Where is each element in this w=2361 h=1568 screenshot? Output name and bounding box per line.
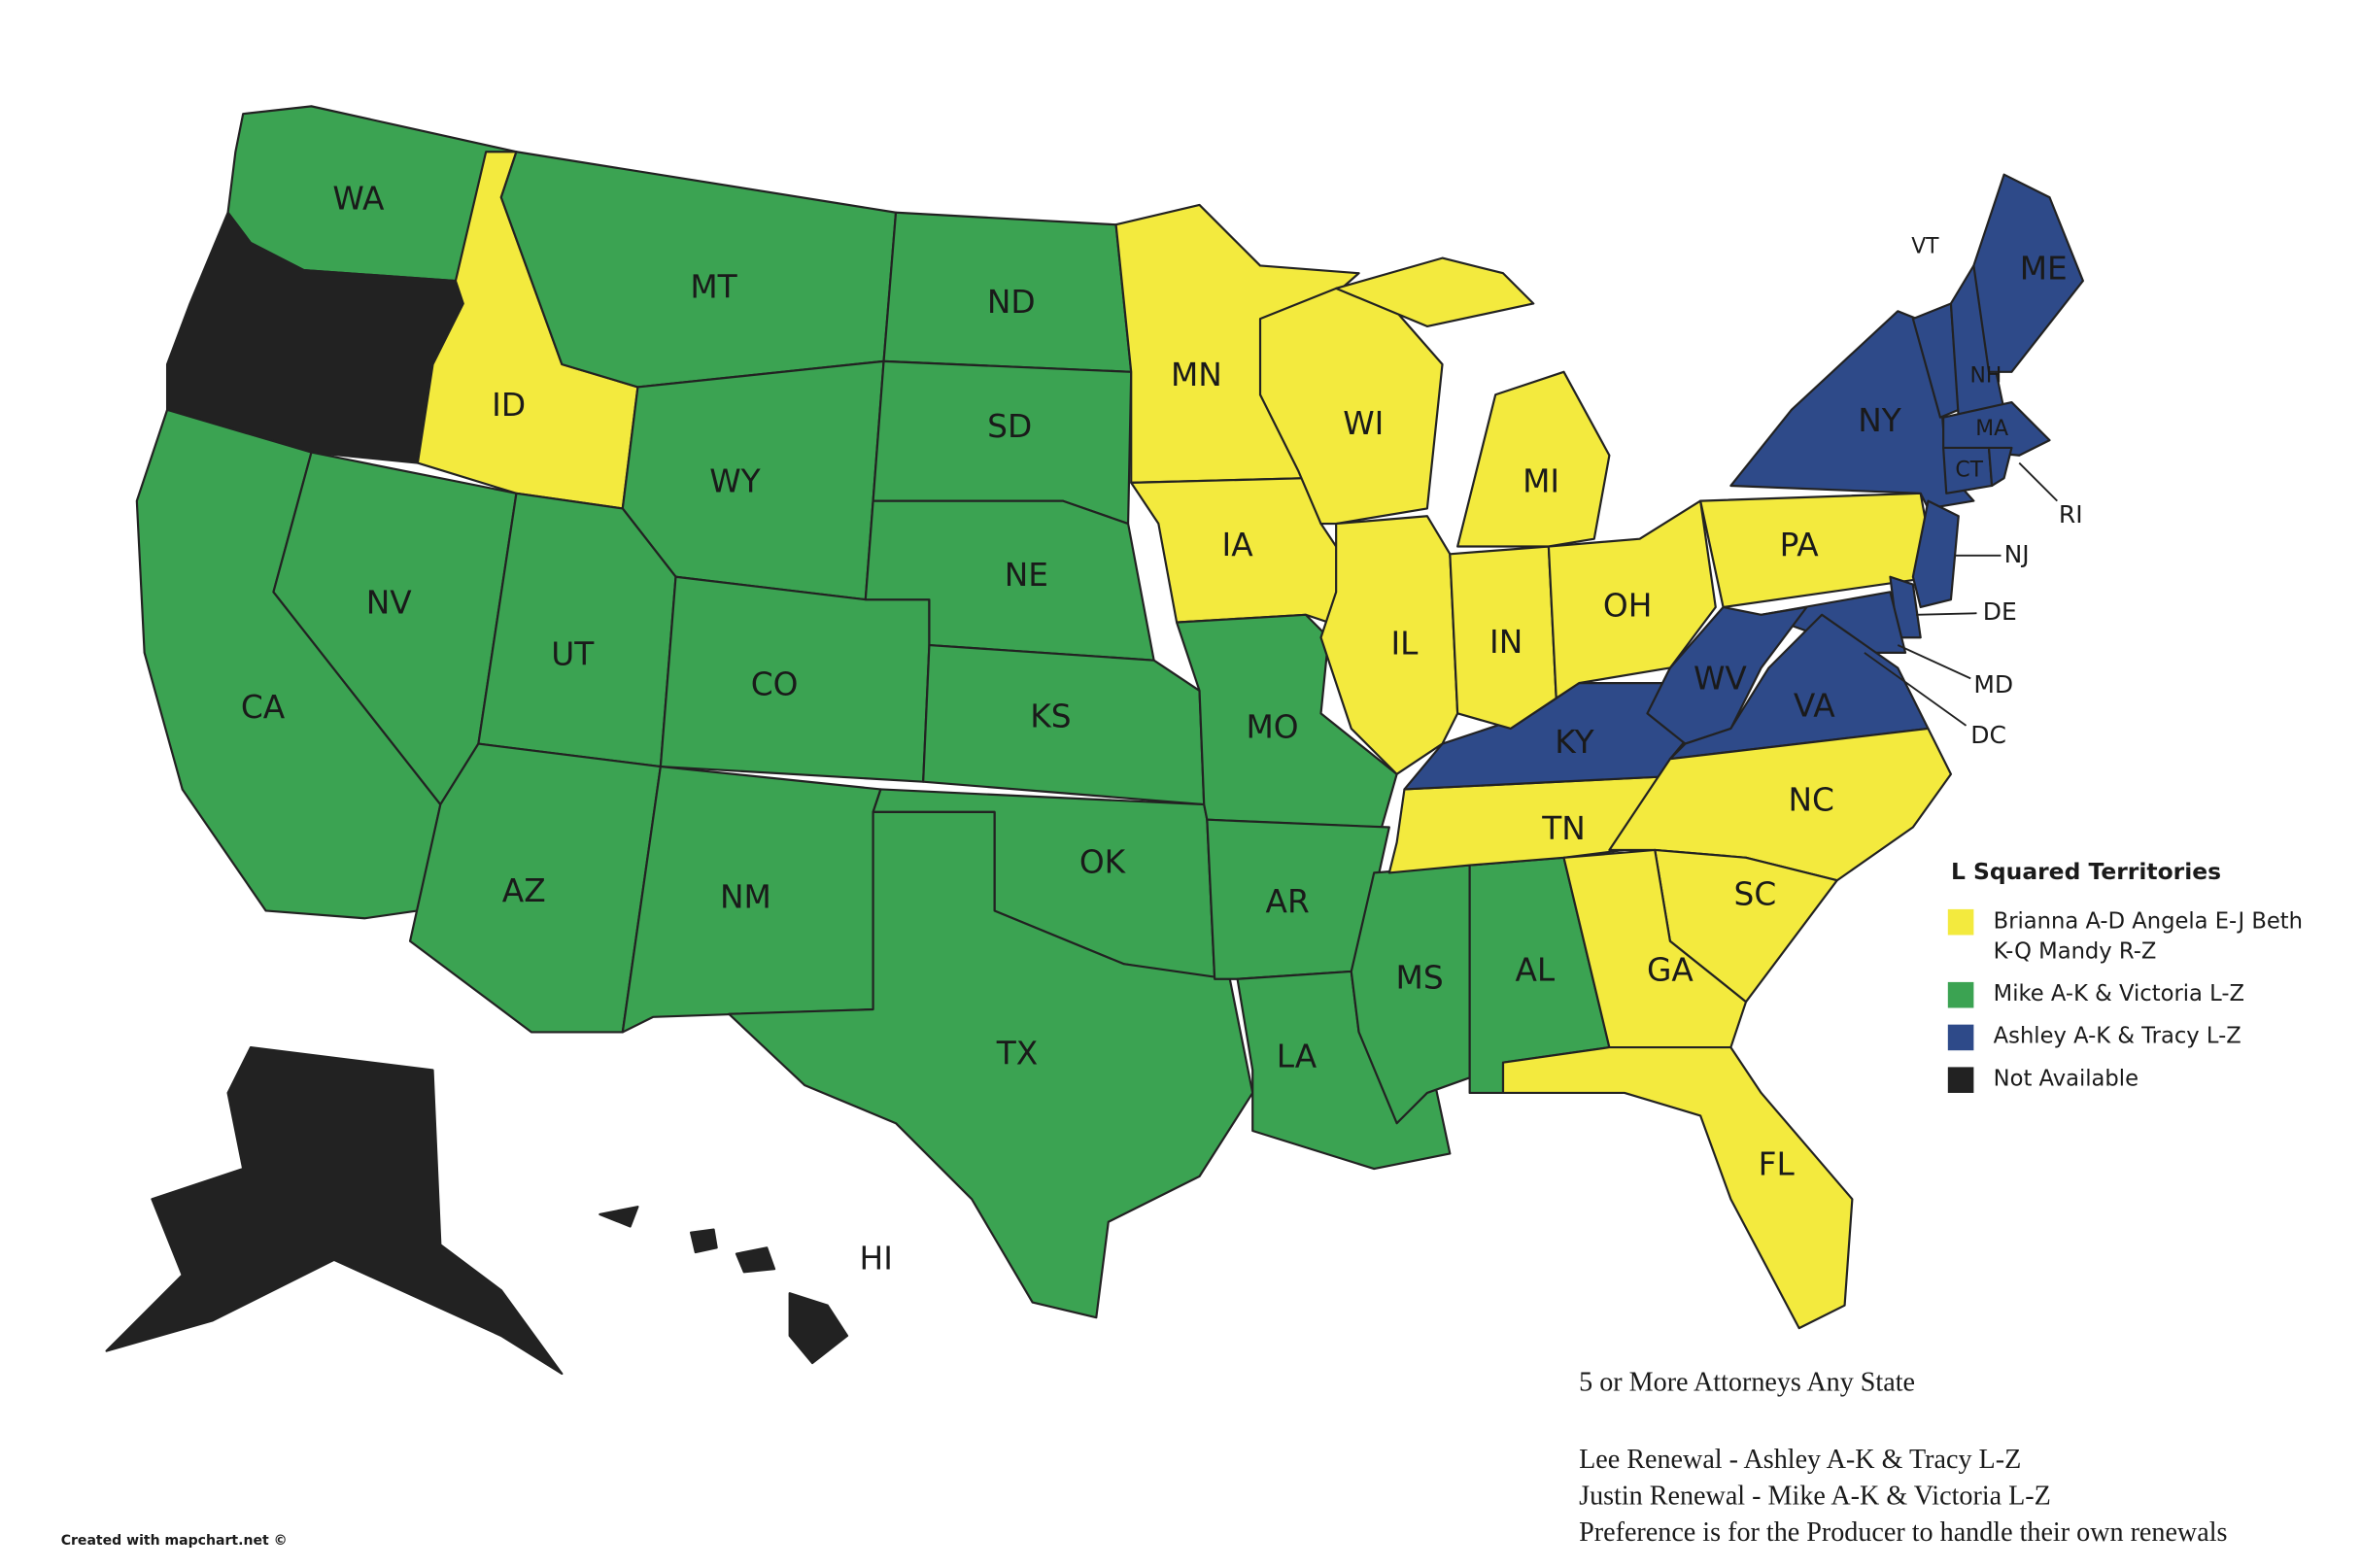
state-label: NJ [2004, 540, 2030, 568]
legend-swatch [1947, 981, 1974, 1008]
state-label: CT [1955, 458, 1983, 482]
state-label: MS [1396, 959, 1444, 996]
state-label: DC [1970, 721, 2006, 749]
state-label: MT [690, 268, 737, 305]
state [1987, 446, 2013, 488]
legend-label: Not Available [1994, 1066, 2139, 1091]
state-label: CA [241, 689, 286, 726]
state [105, 1045, 564, 1376]
state-label: GA [1647, 951, 1694, 988]
legend-title: L Squared Territories [1951, 858, 2221, 885]
state-label: CO [751, 666, 799, 703]
state-label: AZ [502, 872, 546, 909]
state-label: UT [551, 635, 595, 672]
state [728, 810, 1254, 1319]
leader-line [1897, 644, 1971, 680]
state-label: SC [1734, 875, 1777, 912]
state-label: NH [1969, 363, 2002, 388]
state-labels: ID MN WI IA IL IN MI OH PA TN NC SC GA F… [241, 181, 2083, 1278]
leaders [1864, 461, 2058, 727]
state-label: KS [1030, 699, 1071, 735]
state [788, 1292, 849, 1365]
state-label: HI [860, 1240, 893, 1277]
state-label: ND [987, 284, 1036, 321]
state [1335, 256, 1535, 328]
state-label: VT [1911, 235, 1939, 259]
legend-label: Mike A-K & Victoria L-Z [1994, 981, 2244, 1006]
legend: L Squared Territories Brianna A-D Angela… [1947, 858, 2303, 1093]
state [735, 1246, 776, 1274]
states [105, 105, 2084, 1376]
leader-line [1915, 612, 1977, 616]
state-label: LA [1277, 1039, 1317, 1075]
state-label: AR [1266, 883, 1310, 920]
state-label: TN [1541, 810, 1586, 847]
leader-line [1864, 652, 1968, 727]
state-label: NV [366, 584, 413, 621]
state-label: SD [987, 408, 1032, 445]
note: Preference is for the Producer to handle… [1579, 1517, 2227, 1548]
state-label: NM [720, 878, 771, 915]
state-label: WY [709, 462, 761, 499]
state-label: MO [1246, 708, 1298, 745]
note: 5 or More Attorneys Any State [1579, 1367, 1915, 1397]
state [1176, 613, 1398, 829]
state-label: FL [1759, 1145, 1796, 1182]
state [1942, 400, 2051, 457]
state-label: ID [492, 387, 526, 424]
legend-swatch [1947, 1067, 1974, 1093]
legend-label: Brianna A-D Angela E-J Beth K-Q Mandy R-Z [1994, 908, 2303, 964]
notes: 5 or More Attorneys Any State Lee Renewa… [1579, 1367, 2227, 1548]
state-label: IA [1222, 527, 1254, 563]
state-label: MN [1171, 357, 1222, 393]
state-label: PA [1780, 527, 1820, 563]
state [690, 1228, 718, 1254]
state-label: KY [1555, 724, 1594, 761]
state [1319, 515, 1459, 775]
state [1972, 173, 2084, 373]
state-label: DE [1983, 597, 2017, 626]
note: Justin Renewal - Mike A-K & Victoria L-Z [1579, 1482, 2051, 1512]
leader-line [2018, 461, 2058, 502]
note: Lee Renewal - Ashley A-K & Tracy L-Z [1579, 1445, 2021, 1475]
legend-swatch [1947, 908, 1974, 936]
state-label: OK [1079, 844, 1127, 881]
state-label: OH [1603, 587, 1652, 624]
state-label: RI [2059, 500, 2083, 528]
state-label: IL [1390, 626, 1419, 663]
state [1449, 545, 1557, 731]
state-label: NC [1788, 781, 1833, 818]
state [599, 1206, 639, 1228]
state-label: NY [1858, 402, 1902, 439]
state-label: NE [1005, 557, 1048, 594]
state-label: AL [1515, 951, 1555, 988]
legend-label-line: Brianna A-D Angela E-J Beth [1994, 908, 2303, 934]
legend-label: Ashley A-K & Tracy L-Z [1994, 1024, 2241, 1049]
state-label: MD [1973, 670, 2013, 699]
state-label: TX [996, 1035, 1039, 1072]
legend-swatch [1947, 1024, 1974, 1051]
credit: Created with mapchart.net © [61, 1533, 288, 1549]
state [1911, 499, 1960, 609]
state-label: IN [1489, 624, 1523, 661]
state-label: WI [1343, 405, 1384, 442]
state-label: MA [1975, 417, 2008, 441]
state [1646, 605, 1808, 745]
state [1501, 1045, 1854, 1330]
state-label: WV [1694, 660, 1747, 697]
state [1547, 499, 1717, 699]
legend-label-line: K-Q Mandy R-Z [1994, 938, 2157, 964]
state-label: VA [1794, 688, 1835, 725]
state-label: MI [1523, 462, 1559, 499]
state-label: ME [2020, 251, 2068, 288]
state [1456, 370, 1611, 548]
state-label: WA [332, 181, 385, 218]
